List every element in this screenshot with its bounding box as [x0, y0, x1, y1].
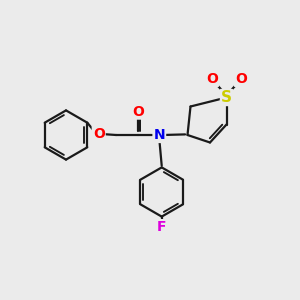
- Text: S: S: [221, 90, 232, 105]
- Text: O: O: [132, 105, 144, 118]
- Text: O: O: [235, 72, 247, 86]
- Text: F: F: [157, 220, 166, 234]
- Text: N: N: [154, 128, 165, 142]
- Text: O: O: [206, 72, 218, 86]
- Text: O: O: [93, 127, 105, 140]
